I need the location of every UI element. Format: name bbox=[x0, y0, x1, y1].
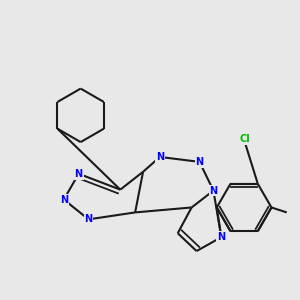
Text: N: N bbox=[156, 152, 164, 162]
Text: Cl: Cl bbox=[240, 134, 250, 145]
Text: N: N bbox=[217, 232, 225, 242]
Text: N: N bbox=[85, 214, 93, 224]
Text: N: N bbox=[209, 186, 217, 196]
Text: N: N bbox=[60, 194, 68, 205]
Text: N: N bbox=[196, 157, 204, 167]
Text: N: N bbox=[75, 169, 83, 179]
